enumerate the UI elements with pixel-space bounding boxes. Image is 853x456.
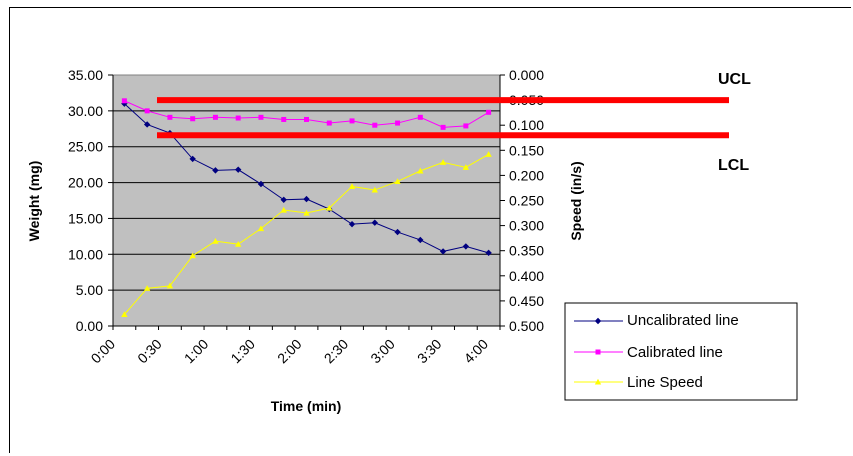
x-tick-label: 0:30 — [134, 336, 165, 367]
data-point — [235, 166, 242, 173]
data-point — [394, 178, 401, 184]
right-tick-label: 0.300 — [509, 218, 544, 234]
data-point — [143, 121, 151, 128]
data-point — [281, 116, 287, 122]
data-point — [280, 196, 287, 203]
data-point — [257, 180, 265, 188]
y-axis-title: Weight (mg) — [26, 161, 42, 242]
data-point — [303, 195, 310, 203]
data-point — [303, 209, 310, 216]
data-point — [144, 108, 150, 114]
right-tick-label: 0.150 — [509, 142, 544, 158]
data-point — [348, 183, 356, 190]
x-tick-label: 2:30 — [321, 336, 352, 367]
x-tick-label: 4:00 — [461, 336, 492, 367]
x-tick-label: 2:00 — [274, 336, 305, 367]
data-point — [439, 248, 447, 255]
data-point — [417, 167, 424, 174]
data-point — [326, 204, 333, 211]
data-point — [121, 98, 127, 104]
lcl-label: LCL — [718, 157, 749, 174]
x-axis-ticks: 0:00 0:30 1:00 1:30 2:00 2:30 3:00 3:30 4:00 — [88, 325, 501, 367]
left-tick-label: 0.00 — [76, 318, 103, 334]
data-point — [394, 228, 401, 236]
data-point — [280, 206, 287, 213]
ucl-label: UCL — [718, 71, 751, 88]
data-point — [372, 122, 378, 128]
left-tick-label: 10.00 — [68, 246, 103, 262]
data-point — [166, 282, 174, 289]
gridlines — [113, 110, 500, 291]
data-point — [257, 225, 265, 232]
data-point — [167, 114, 173, 120]
data-point — [121, 311, 128, 318]
data-point — [462, 164, 470, 170]
data-point — [258, 114, 264, 120]
legend-swatch-marker — [594, 317, 602, 325]
data-point — [326, 120, 332, 126]
data-point — [371, 186, 378, 193]
data-point — [462, 243, 470, 250]
right-axis-ticks: 0.0000.0500.1000.1500.2000.2500.3000.350… — [499, 67, 544, 334]
data-point — [189, 155, 196, 163]
data-point — [348, 220, 356, 228]
data-point — [417, 114, 423, 120]
series-line-speed — [121, 151, 492, 318]
x-tick-label: 3:30 — [414, 336, 445, 367]
left-tick-label: 5.00 — [76, 282, 103, 298]
x-tick-label: 1:30 — [227, 336, 258, 367]
data-point — [235, 240, 242, 247]
series-calibrated-line — [121, 98, 492, 130]
data-point — [439, 159, 447, 165]
data-point — [349, 118, 355, 124]
data-point — [371, 219, 378, 226]
left-axis-ticks: 0.00 5.00 10.00 15.00 20.00 25.00 30.00 35.00 — [68, 67, 114, 334]
legend-label-line-speed: Line Speed — [627, 374, 703, 391]
data-point — [486, 109, 492, 115]
right-tick-label: 0.200 — [509, 167, 544, 183]
legend-swatch-marker — [595, 349, 601, 355]
left-tick-label: 35.00 — [68, 67, 103, 83]
data-point — [395, 120, 401, 126]
left-tick-label: 30.00 — [68, 103, 103, 119]
legend: Uncalibrated line Calibrated line Line S… — [564, 302, 798, 401]
series-group — [121, 98, 492, 318]
x-tick-label: 1:00 — [181, 336, 212, 367]
y2-axis-title: Speed (in/s) — [568, 161, 584, 240]
legend-label-calibrated: Calibrated line — [627, 344, 723, 361]
right-tick-label: 0.000 — [509, 67, 544, 83]
data-point — [189, 252, 196, 259]
data-point — [143, 285, 151, 291]
right-tick-label: 0.250 — [509, 193, 544, 209]
data-point — [485, 151, 492, 157]
data-point — [212, 114, 218, 120]
x-tick-label: 3:00 — [367, 336, 398, 367]
data-point — [417, 236, 424, 244]
left-tick-label: 15.00 — [68, 210, 103, 226]
data-point — [190, 116, 196, 122]
x-axis-title: Time (min) — [271, 398, 342, 414]
right-tick-label: 0.400 — [509, 268, 544, 284]
control-limits — [157, 97, 729, 139]
left-tick-label: 25.00 — [68, 139, 103, 155]
left-tick-label: 20.00 — [68, 175, 103, 191]
chart-frame — [9, 7, 851, 453]
right-tick-label: 0.100 — [509, 117, 544, 133]
legend-swatch-marker — [594, 378, 602, 385]
data-point — [235, 115, 241, 121]
right-tick-label: 0.450 — [509, 293, 544, 309]
x-tick-label: 0:00 — [88, 336, 119, 367]
data-point — [304, 116, 309, 122]
legend-label-uncalibrated: Uncalibrated line — [627, 312, 739, 329]
data-point — [463, 123, 469, 129]
right-tick-label: 0.350 — [509, 243, 544, 259]
data-point — [212, 237, 219, 244]
right-tick-label: 0.500 — [509, 318, 544, 334]
data-point — [440, 124, 446, 130]
data-point — [212, 167, 219, 174]
data-point — [485, 249, 492, 257]
